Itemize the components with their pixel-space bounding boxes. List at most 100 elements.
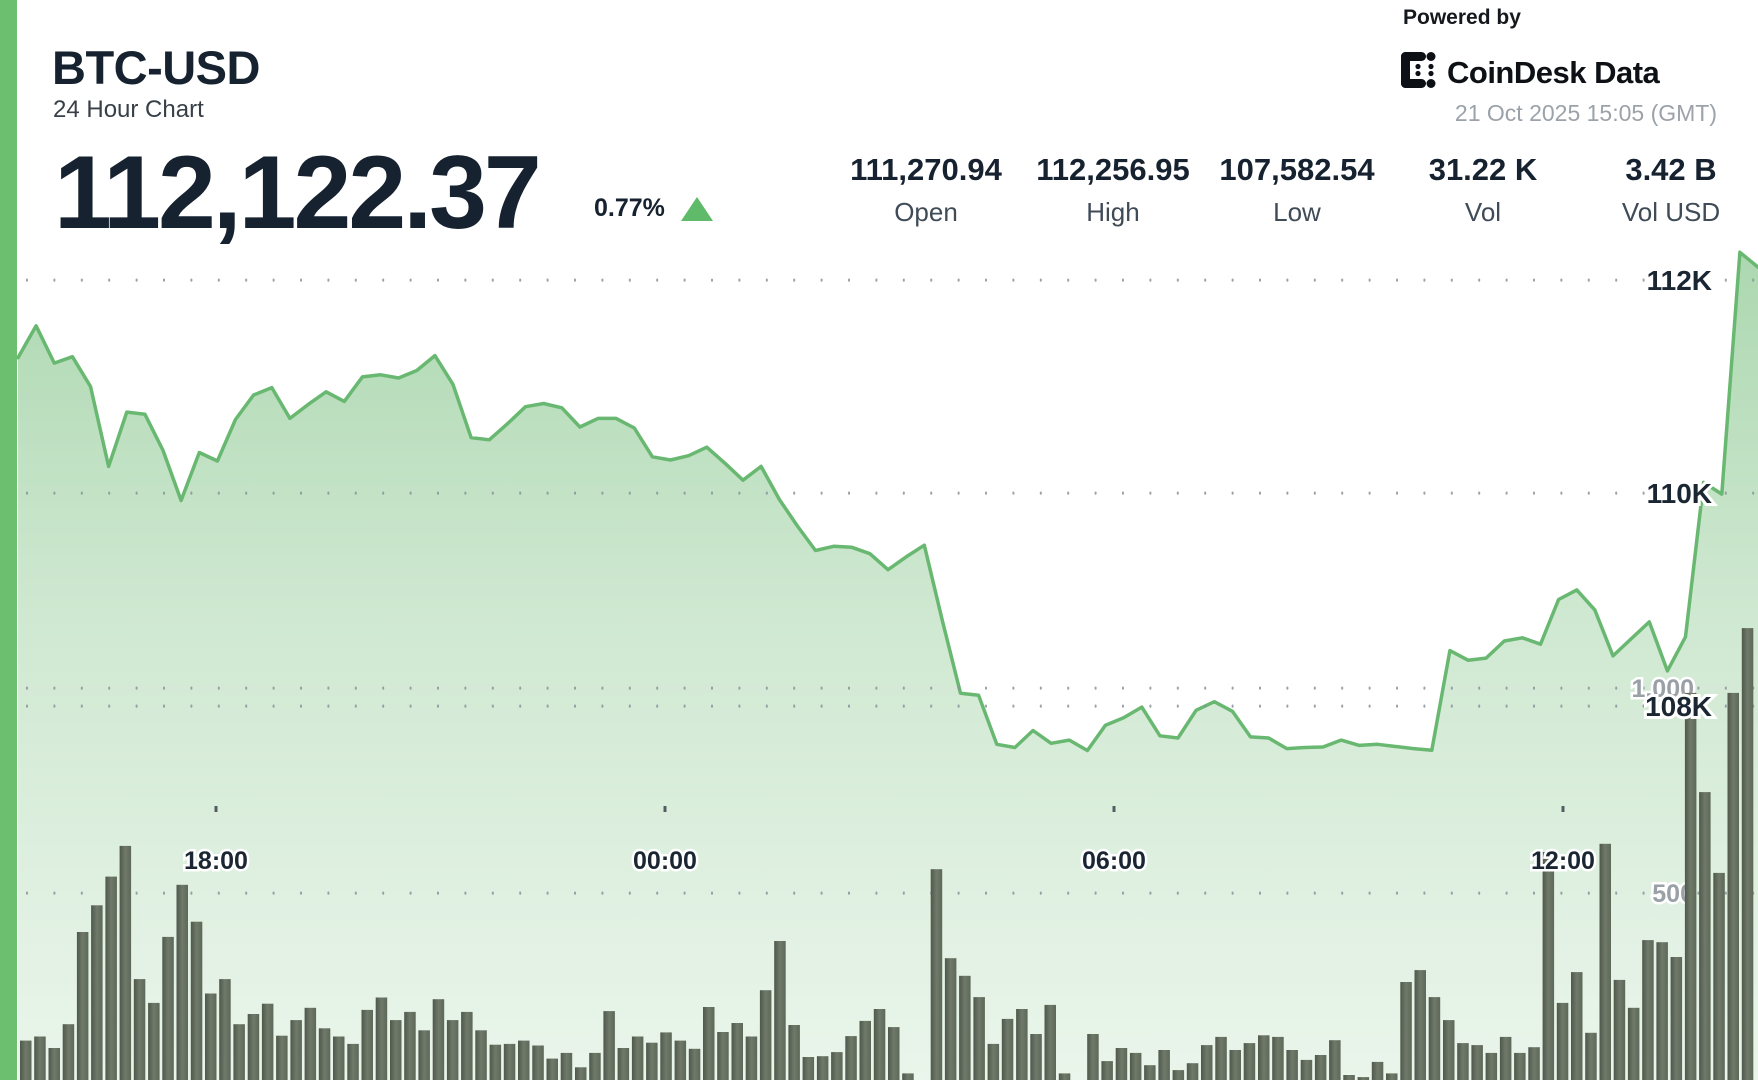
grid-dot (382, 704, 385, 708)
volume-bar (489, 1044, 502, 1080)
volume-bar (1471, 1045, 1483, 1080)
volume-bar (1115, 1048, 1128, 1080)
stat-value: 111,270.94 (850, 152, 1002, 187)
grid-dot (902, 491, 905, 495)
grid-dot (135, 278, 138, 282)
grid-dot (1204, 491, 1207, 495)
volume-bar (347, 1043, 359, 1080)
grid-dot (985, 891, 987, 895)
time-axis-label: 00:00 (633, 847, 697, 875)
grid-dot (1560, 891, 1563, 895)
stat-label: Vol USD (1621, 197, 1721, 227)
grid-dot (875, 491, 878, 495)
volume-bar (261, 1003, 274, 1080)
volume-bar (1058, 1073, 1071, 1080)
volume-bar (1542, 852, 1555, 1080)
volume-bar (1699, 792, 1711, 1080)
grid-dot (793, 704, 796, 708)
grid-dot (601, 278, 604, 282)
grid-dot (1122, 278, 1124, 282)
volume-bar (233, 1024, 245, 1080)
grid-dot (1396, 278, 1398, 282)
grid-dot (53, 891, 56, 895)
grid-dot (1697, 278, 1700, 282)
grid-dot (1642, 891, 1645, 895)
grid-dot (765, 704, 768, 708)
grid-dot (848, 491, 850, 495)
volume-bar (845, 1036, 857, 1080)
volume-bar (1457, 1043, 1469, 1080)
volume-bar (575, 1067, 587, 1080)
grid-dot (1259, 686, 1261, 690)
grid-dot (546, 891, 549, 895)
grid-dot (1724, 704, 1727, 708)
grid-dot (628, 278, 631, 282)
grid-dot (217, 891, 220, 895)
grid-dot (1067, 278, 1070, 282)
volume-bar (859, 1020, 871, 1080)
grid-dot (1450, 891, 1453, 895)
grid-dot (245, 891, 248, 895)
volume-bar (1030, 1034, 1042, 1080)
grid-dot (108, 491, 111, 495)
volume-bar (1329, 1040, 1341, 1080)
grid-dot (1615, 686, 1618, 690)
volume-bar (518, 1040, 530, 1080)
grid-dot (1587, 278, 1590, 282)
grid-dot (793, 491, 796, 495)
grid-dot (1642, 704, 1645, 708)
grid-dot (1176, 891, 1179, 895)
volume-bar (1186, 1063, 1199, 1080)
grid-dot (190, 278, 193, 282)
grid-dot (1670, 704, 1672, 708)
grid-dot (1533, 891, 1535, 895)
grid-dot (217, 686, 220, 690)
grid-dot (765, 278, 768, 282)
volume-bar (318, 1028, 331, 1080)
grid-dot (1176, 278, 1179, 282)
grid-dot (1204, 891, 1207, 895)
stat-label: Open (894, 197, 958, 227)
volume-bar (1400, 982, 1412, 1080)
volume-bar (660, 1032, 672, 1080)
grid-dot (1368, 686, 1371, 690)
grid-dot (902, 278, 905, 282)
grid-dot (1450, 704, 1453, 708)
grid-dot (491, 278, 494, 282)
grid-dot (409, 278, 412, 282)
grid-dot (1094, 491, 1097, 495)
grid-dot (1478, 278, 1481, 282)
volume-bar (1656, 942, 1668, 1080)
grid-dot (1094, 686, 1097, 690)
chart-subtitle: 24 Hour Chart (53, 96, 204, 123)
grid-dot (1670, 278, 1672, 282)
grid-dot (656, 704, 659, 708)
volume-bar (1443, 1020, 1455, 1080)
grid-dot (574, 278, 576, 282)
grid-dot (1149, 491, 1152, 495)
grid-dot (491, 491, 494, 495)
grid-dot (272, 704, 275, 708)
volume-bar (1386, 1073, 1398, 1080)
volume-bar (1642, 940, 1654, 1080)
grid-dot (1067, 491, 1070, 495)
grid-dot (1259, 891, 1261, 895)
volume-bar (1243, 1043, 1256, 1080)
grid-dot (135, 491, 138, 495)
grid-dot (1259, 704, 1261, 708)
volume-bar (774, 941, 786, 1080)
grid-dot (902, 704, 905, 708)
volume-bar (1713, 872, 1725, 1080)
grid-dot (1697, 891, 1700, 895)
grid-dot (1505, 704, 1508, 708)
grid-dot (1533, 686, 1535, 690)
grid-dot (1505, 278, 1508, 282)
grid-dot (1697, 491, 1700, 495)
volume-bar (432, 999, 445, 1080)
grid-dot (574, 891, 576, 895)
volume-bar (503, 1043, 516, 1080)
volume-bar (1272, 1036, 1284, 1080)
grid-dot (1012, 491, 1015, 495)
grid-dot (546, 491, 549, 495)
grid-dot (300, 686, 302, 690)
